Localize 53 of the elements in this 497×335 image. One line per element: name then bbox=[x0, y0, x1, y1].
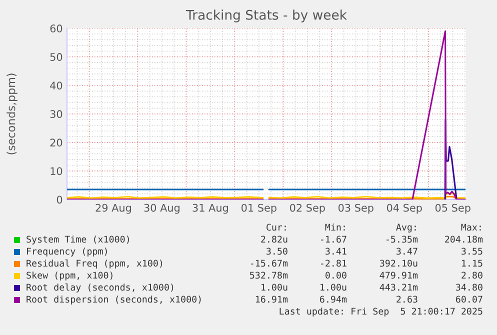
text: 532.78m bbox=[250, 272, 288, 279]
y-tick-label: 40 bbox=[50, 82, 62, 90]
x-tick-label: 30 Aug bbox=[144, 204, 180, 214]
y-tick-label: 50 bbox=[50, 53, 62, 61]
text: -15.67m bbox=[250, 260, 288, 267]
text: 0.00 bbox=[326, 272, 346, 279]
text: 392.10u bbox=[380, 260, 418, 267]
x-tick-label: 31 Aug bbox=[192, 204, 228, 214]
text: 6.94m bbox=[320, 296, 347, 303]
y-axis-title: (seconds,ppm) bbox=[6, 74, 18, 154]
text: 3.41 bbox=[326, 248, 346, 255]
legend-label: Skew (ppm, x100) bbox=[26, 272, 112, 280]
text: -5.35m bbox=[386, 236, 418, 243]
chart-title: Tracking Stats - by week bbox=[186, 10, 347, 22]
text: 34.80 bbox=[456, 284, 482, 291]
legend-label: Residual Freq (ppm, x100) bbox=[26, 260, 162, 268]
text: 16.91m bbox=[256, 296, 288, 303]
x-tick-label: 29 Aug bbox=[96, 204, 131, 214]
y-tick-label: 20 bbox=[50, 138, 62, 147]
x-tick-label: 02 Sep bbox=[290, 204, 325, 214]
text: Max: bbox=[461, 224, 481, 231]
text: 204.18m bbox=[445, 236, 483, 243]
text: 1.00u bbox=[262, 284, 288, 291]
x-tick-label: 05 Sep bbox=[435, 204, 470, 214]
text: 2.80 bbox=[462, 272, 482, 279]
text: 1.00u bbox=[320, 284, 346, 291]
text: 3.55 bbox=[462, 248, 482, 255]
y-tick-label: 60 bbox=[50, 24, 62, 32]
text: -1.67 bbox=[321, 236, 346, 243]
y-tick-label: 0 bbox=[56, 196, 62, 204]
text: 3.50 bbox=[266, 248, 288, 255]
text: Min: bbox=[325, 224, 345, 231]
text: 1.15 bbox=[462, 260, 482, 267]
y-tick-label: 10 bbox=[50, 167, 62, 176]
line-series bbox=[444, 118, 458, 200]
text: 2.82u bbox=[261, 236, 288, 243]
x-tick-label: 04 Sep bbox=[386, 204, 422, 214]
text: Cur: bbox=[266, 224, 286, 231]
legend-label: System Time (x1000) bbox=[26, 236, 129, 244]
x-tick-label: 03 Sep bbox=[338, 204, 374, 214]
legend-label: Root dispersion (seconds, x1000) bbox=[26, 296, 201, 304]
y-tick-label: 30 bbox=[50, 110, 62, 118]
text: 443.21m bbox=[380, 284, 418, 291]
text: 2.63 bbox=[396, 296, 418, 303]
text: 3.47 bbox=[396, 248, 418, 255]
text: 60.07 bbox=[456, 296, 482, 303]
text: -2.81 bbox=[321, 260, 346, 267]
x-tick-label: 01 Sep bbox=[242, 204, 276, 214]
text: 479.91m bbox=[380, 272, 418, 279]
legend-label: Root delay (seconds, x1000) bbox=[26, 284, 174, 292]
text: Last update: Fri Sep 5 21:00:17 2025 bbox=[280, 308, 482, 316]
legend-label: Frequency (ppm) bbox=[27, 248, 107, 256]
text: Avg: bbox=[396, 224, 416, 232]
